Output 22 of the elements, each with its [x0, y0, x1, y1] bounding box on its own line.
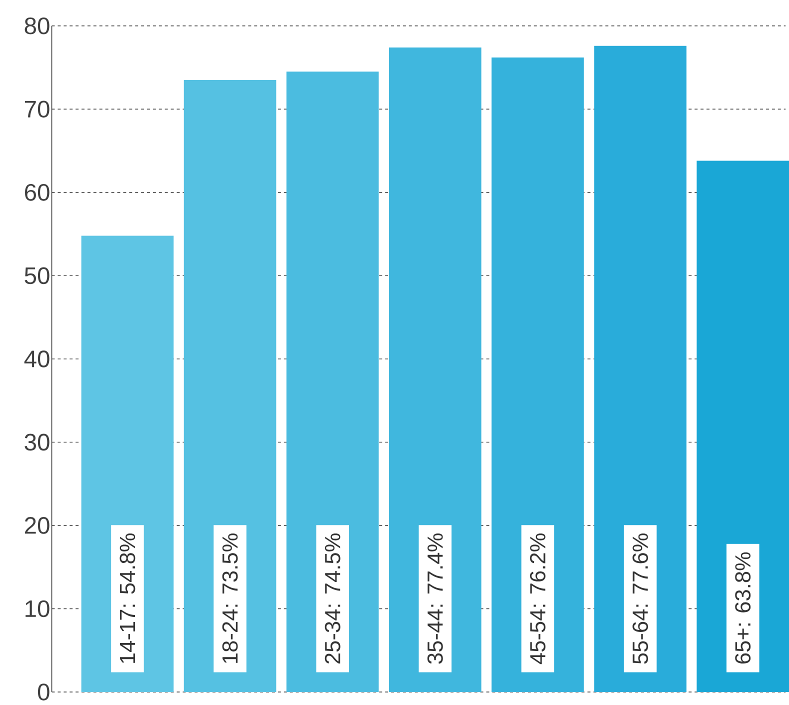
bar — [286, 72, 379, 692]
y-tick-label: 70 — [25, 100, 50, 118]
data-label: 18-24: 73.5% — [222, 534, 238, 663]
data-label: 55-64: 77.6% — [632, 534, 648, 664]
bar — [594, 46, 686, 692]
y-tick-label: 60 — [25, 184, 50, 201]
bar — [389, 48, 482, 692]
y-tick-label: 30 — [24, 434, 50, 451]
bar — [696, 160, 789, 692]
bar — [492, 58, 584, 692]
y-tick-label: 20 — [24, 517, 50, 534]
y-tick-label: 0 — [38, 684, 50, 700]
y-tick-label: 10 — [26, 600, 50, 618]
y-tick-label: 40 — [24, 350, 50, 368]
data-label: 25-34: 74.5% — [324, 534, 340, 664]
data-label: 35-44: 77.4% — [427, 534, 443, 664]
y-tick-label: 80 — [24, 17, 50, 34]
data-label: 14-17: 54.8% — [120, 534, 136, 663]
bar — [184, 80, 276, 692]
data-label: 45-54: 76.2% — [530, 534, 546, 664]
y-tick-label: 50 — [24, 267, 50, 284]
data-label: 65+: 63.8% — [735, 552, 751, 664]
